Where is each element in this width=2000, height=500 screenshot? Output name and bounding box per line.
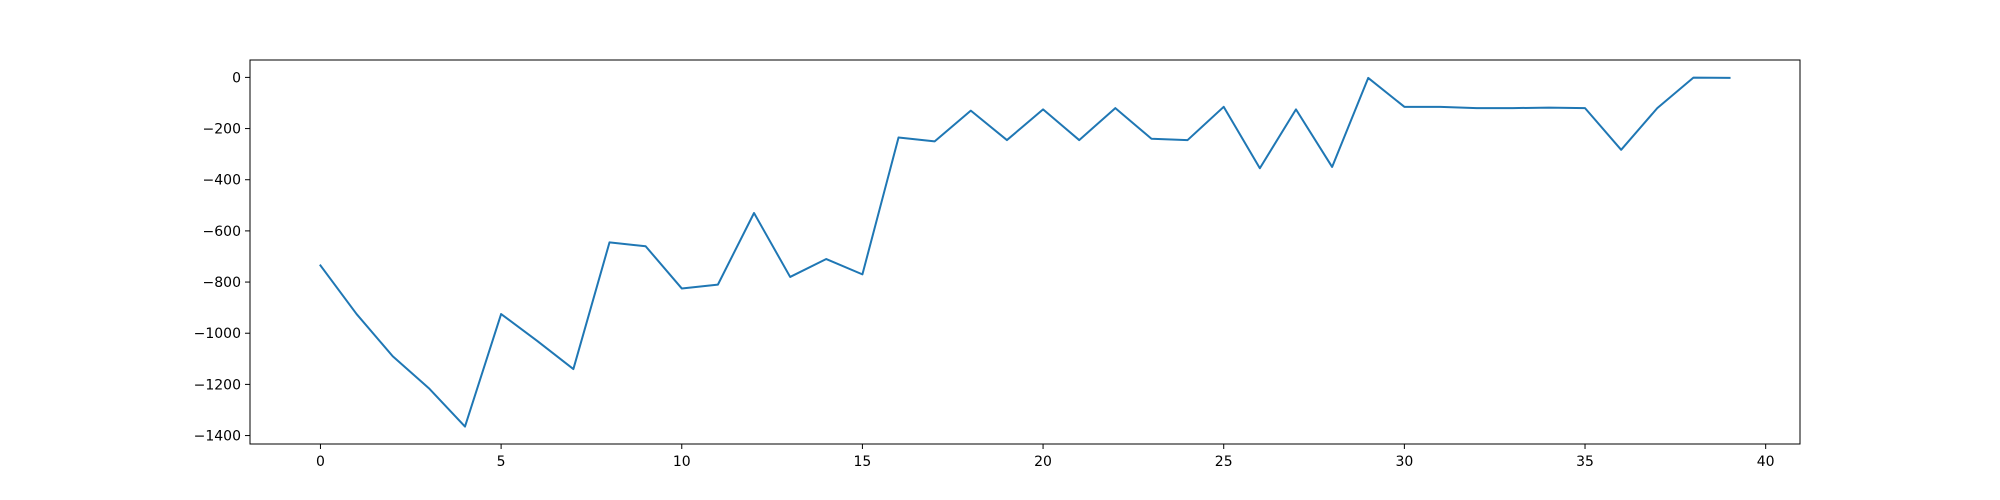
y-axis-ticks: 0 −200 −400 −600 −800 −1000 −1200 −1400 (194, 70, 250, 445)
y-tick-label: −1000 (194, 326, 241, 342)
plot-area-frame (249, 59, 1801, 445)
x-tick-label: 40 (1757, 454, 1775, 470)
x-tick-label: 15 (853, 454, 871, 470)
series-line (319, 76, 1731, 428)
y-tick-label: −1400 (194, 429, 241, 445)
y-tick-label: −800 (203, 275, 241, 291)
y-tick-label: −200 (203, 122, 241, 138)
x-tick-label: 35 (1576, 454, 1594, 470)
y-tick-label: −400 (203, 173, 241, 189)
y-tick-label: −1200 (194, 377, 241, 393)
x-tick-label: 5 (497, 454, 506, 470)
x-tick-label: 20 (1034, 454, 1052, 470)
x-tick-label: 10 (673, 454, 691, 470)
x-tick-label: 30 (1395, 454, 1413, 470)
y-tick-label: 0 (232, 70, 241, 86)
x-tick-label: 0 (316, 454, 325, 470)
x-tick-label: 25 (1215, 454, 1233, 470)
x-axis-ticks: 0 5 10 15 20 25 30 35 40 (316, 444, 1775, 470)
y-tick-label: −600 (203, 224, 241, 240)
